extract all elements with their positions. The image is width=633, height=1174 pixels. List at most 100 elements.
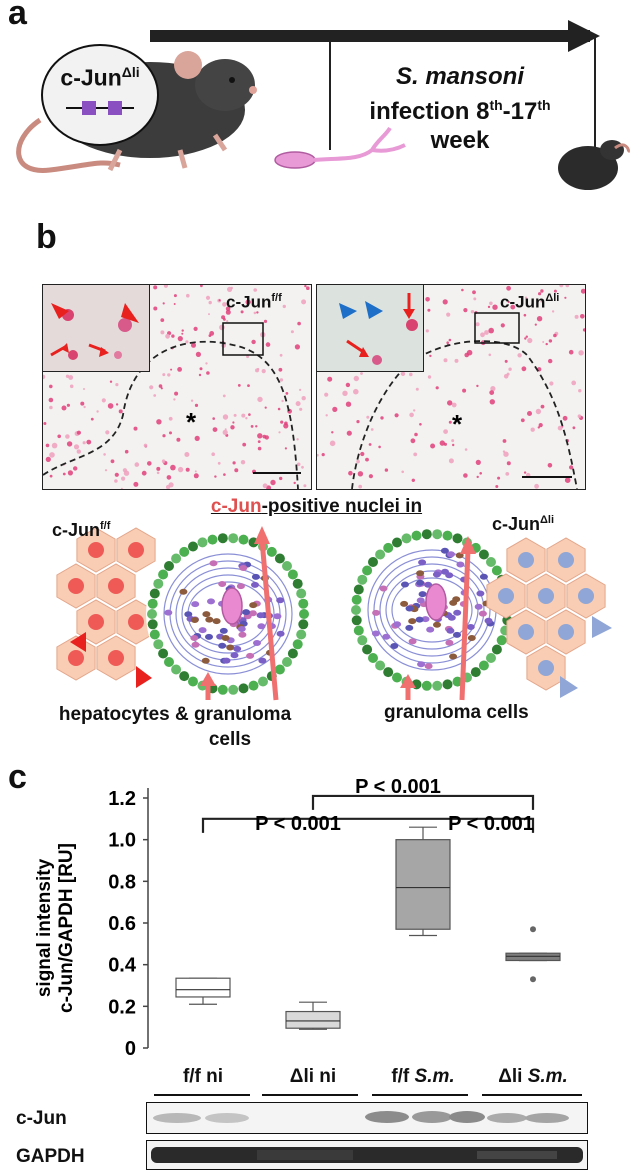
- nucleus-dot: [247, 384, 250, 387]
- nucleus-dot: [153, 285, 158, 290]
- nucleus-dot: [133, 481, 139, 487]
- nucleus-dot: [353, 388, 359, 395]
- significance-bracket: [423, 817, 535, 833]
- nucleus-dot: [409, 412, 414, 418]
- granuloma-inner-cell: [257, 623, 266, 630]
- granuloma-inner-cell: [251, 581, 259, 588]
- nucleus-dot: [134, 462, 140, 467]
- panel-a-letter: a: [8, 0, 27, 32]
- nucleus-dot: [49, 384, 53, 389]
- panel-a-illustration: [16, 20, 630, 190]
- gene-box-2: [108, 101, 122, 115]
- asterisk-left: *: [186, 407, 197, 437]
- granuloma-outer-cell: [266, 546, 277, 557]
- infection-line-3: week: [430, 127, 490, 154]
- nucleus-dot: [409, 372, 413, 377]
- nucleus-dot: [200, 285, 203, 288]
- granuloma-outer-cell: [179, 671, 190, 682]
- red-arrowhead-2: [121, 303, 139, 323]
- granuloma-inner-cell: [416, 579, 425, 586]
- nucleus-dot: [331, 431, 334, 434]
- nucleus-dot: [439, 440, 445, 446]
- nucleus-dot: [185, 340, 189, 344]
- nucleus-dot: [574, 314, 579, 319]
- granuloma-inner-cell: [445, 572, 454, 579]
- nucleus-dot: [107, 403, 114, 409]
- nucleus-dot: [290, 330, 294, 334]
- nucleus-dot: [463, 308, 468, 313]
- granuloma-outer-cell: [298, 619, 309, 630]
- nucleus-dot: [109, 380, 113, 383]
- granuloma-outer-cell: [368, 557, 378, 567]
- nucleus-dot: [256, 311, 259, 314]
- nucleus-dot: [115, 403, 119, 406]
- nucleus-dot: [114, 472, 119, 477]
- granuloma-outer-cell: [375, 660, 386, 671]
- schematic-right: [350, 528, 612, 701]
- nucleus-dot: [523, 471, 527, 474]
- nucleus-dot: [411, 478, 415, 482]
- nucleus-dot: [212, 417, 215, 420]
- nucleus-dot: [301, 465, 304, 469]
- nucleus-dot: [191, 342, 196, 348]
- granuloma-inner-cell: [400, 600, 409, 607]
- nucleus-dot: [153, 306, 158, 311]
- nucleus-dot: [495, 485, 499, 488]
- granuloma-inner-cell: [416, 570, 425, 577]
- nucleus-dot: [551, 310, 555, 313]
- granuloma-inner-cell: [445, 639, 454, 646]
- granuloma-inner-cell: [246, 652, 255, 659]
- granuloma-inner-cell: [371, 630, 380, 637]
- granuloma-outer-cell: [478, 549, 489, 560]
- nucleus-dot: [360, 372, 363, 375]
- nucleus-dot: [535, 408, 542, 415]
- granuloma-inner-cell: [273, 613, 282, 620]
- nucleus-dot: [170, 368, 173, 371]
- granuloma-outer-cell: [392, 672, 402, 683]
- red-arrowhead-schematic: [136, 666, 152, 688]
- granuloma-inner-cell: [479, 573, 488, 580]
- granuloma-outer-cell: [153, 578, 164, 589]
- nucleus-dot: [206, 371, 210, 375]
- granuloma-inner-cell: [408, 638, 417, 645]
- granuloma-inner-cell: [256, 612, 265, 619]
- red-arrow-schematic-head: [460, 536, 476, 554]
- nucleus-dot: [451, 439, 455, 443]
- granuloma-outer-cell: [432, 529, 443, 540]
- zoom-box-right: [474, 312, 520, 344]
- nucleus-dot: [452, 443, 455, 447]
- granuloma-inner-cell: [467, 635, 476, 641]
- nucleus-dot: [242, 442, 247, 447]
- nucleus-dot: [76, 430, 81, 435]
- nucleus-dot: [171, 334, 175, 338]
- nucleus-dot: [66, 403, 70, 407]
- nucleus-dot: [448, 420, 452, 424]
- granuloma-inner-cell: [205, 616, 214, 623]
- granuloma-inner-cell: [390, 643, 399, 649]
- y-tick-label: 0.4: [108, 955, 137, 977]
- granuloma-inner-cell: [452, 596, 461, 603]
- nucleus-dot: [51, 442, 58, 449]
- nucleus-dot: [222, 302, 227, 307]
- nucleus-dot: [540, 289, 544, 293]
- nucleus-dot: [223, 473, 226, 476]
- nucleus-dot: [141, 470, 147, 476]
- significance-bracket: [311, 794, 535, 810]
- nucleus-dot: [448, 458, 454, 464]
- nucleus-dot: [342, 390, 348, 396]
- granuloma-outer-cell: [258, 676, 268, 687]
- nucleus-dot: [251, 339, 256, 345]
- nucleus-dot: [296, 462, 301, 467]
- nucleus-dot: [488, 327, 494, 334]
- granuloma-outer-cell: [149, 588, 160, 599]
- granuloma-outer-cell: [217, 684, 228, 695]
- granuloma-border-right: [351, 340, 578, 489]
- nucleus-dot: [475, 322, 480, 327]
- nucleus-dot: [294, 344, 300, 350]
- granuloma-inner-cell: [219, 627, 228, 634]
- nucleus-dot: [160, 330, 165, 335]
- timeline-bar: [150, 30, 590, 42]
- nucleus-dot: [506, 372, 510, 376]
- schematic-left-label: c-Junf/f: [52, 520, 111, 540]
- granuloma-outer-cell: [486, 653, 496, 663]
